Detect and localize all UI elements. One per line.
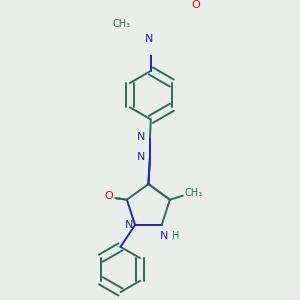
Text: CH₃: CH₃ <box>112 19 131 29</box>
Text: CH₃: CH₃ <box>184 188 202 198</box>
Text: N: N <box>137 132 145 142</box>
Text: N: N <box>160 230 168 241</box>
Text: N: N <box>124 220 133 230</box>
Text: N: N <box>137 152 145 162</box>
Text: O: O <box>105 191 113 201</box>
Text: N: N <box>145 34 153 44</box>
Text: H: H <box>172 230 179 241</box>
Text: O: O <box>192 0 200 11</box>
